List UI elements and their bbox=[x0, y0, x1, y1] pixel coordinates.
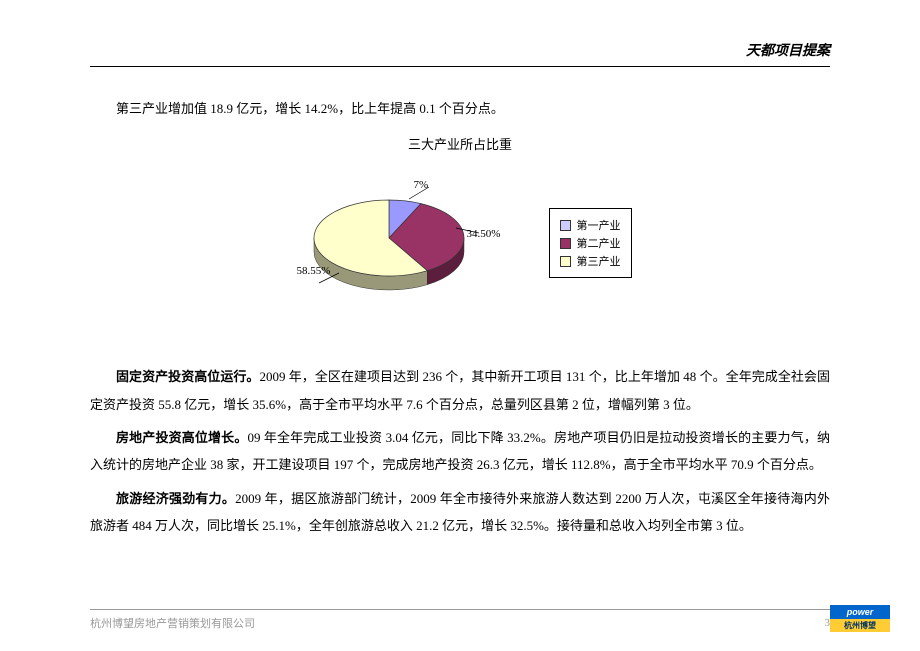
pie-label-2: 58.55% bbox=[297, 265, 331, 277]
legend-label-1: 第二产业 bbox=[577, 235, 621, 251]
logo-bottom: 杭州博望 bbox=[830, 619, 890, 632]
legend-swatch-1 bbox=[560, 238, 571, 249]
footer-rule bbox=[90, 609, 830, 610]
paragraph-0: 固定资产投资高位运行。2009 年，全区在建项目达到 236 个，其中新开工项目… bbox=[90, 363, 830, 418]
pie-label-0: 7% bbox=[414, 179, 429, 191]
legend-swatch-0 bbox=[560, 220, 571, 231]
chart-container: 7% 34.50% 58.55% 第一产业 第二产业 第三产业 bbox=[90, 183, 830, 303]
footer-company: 杭州博望房地产营销策划有限公司 bbox=[90, 615, 255, 631]
legend-item-1: 第二产业 bbox=[560, 235, 621, 251]
logo-top: power bbox=[830, 605, 890, 619]
paragraph-2: 旅游经济强劲有力。2009 年，据区旅游部门统计，2009 年全市接待外来旅游人… bbox=[90, 485, 830, 540]
legend-label-0: 第一产业 bbox=[577, 217, 621, 233]
legend-label-2: 第三产业 bbox=[577, 253, 621, 269]
intro-text: 第三产业增加值 18.9 亿元，增长 14.2%，比上年提高 0.1 个百分点。 bbox=[90, 97, 830, 120]
legend-item-0: 第一产业 bbox=[560, 217, 621, 233]
footer-logo: power 杭州博望 bbox=[830, 605, 890, 641]
legend: 第一产业 第二产业 第三产业 bbox=[549, 208, 632, 278]
chart-title: 三大产业所占比重 bbox=[90, 134, 830, 153]
pie-label-1: 34.50% bbox=[467, 228, 501, 240]
paragraph-1: 房地产投资高位增长。09 年全年完成工业投资 3.04 亿元，同比下降 33.2… bbox=[90, 424, 830, 479]
header-title: 天都项目提案 bbox=[90, 40, 830, 66]
pie-chart: 7% 34.50% 58.55% bbox=[289, 183, 509, 303]
legend-item-2: 第三产业 bbox=[560, 253, 621, 269]
footer: 杭州博望房地产营销策划有限公司 3 bbox=[90, 609, 830, 631]
legend-swatch-2 bbox=[560, 256, 571, 267]
header-rule bbox=[90, 66, 830, 67]
